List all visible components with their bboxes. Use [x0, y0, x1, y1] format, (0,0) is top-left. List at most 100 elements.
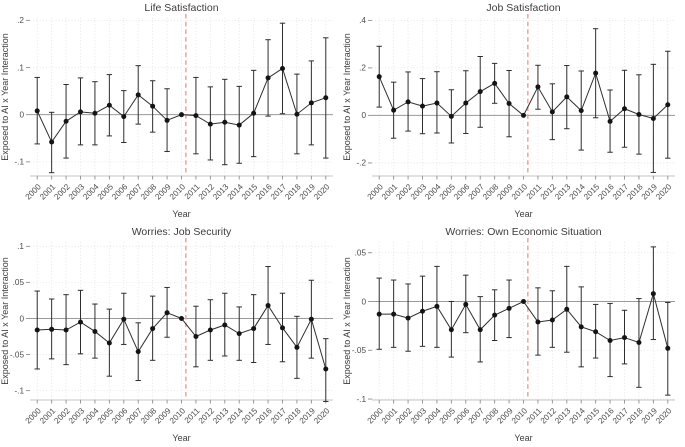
y-tick-labels: -.1 0 .1 .2	[14, 16, 24, 166]
data-point	[193, 113, 199, 119]
data-point	[434, 100, 440, 106]
data-point	[578, 324, 584, 330]
data-point	[34, 108, 40, 114]
data-point	[463, 100, 469, 106]
data-point	[280, 325, 285, 331]
worries-job-security-chart: -.1-.050.05.1200020012002200320042005200…	[0, 224, 342, 447]
data-point	[164, 310, 170, 316]
data-point	[78, 109, 83, 115]
data-point	[492, 80, 498, 86]
data-point	[434, 303, 440, 309]
data-point	[265, 302, 271, 308]
data-point	[665, 345, 671, 351]
y-tick-labels: -.1 -.05 0 .05 .1	[10, 242, 25, 395]
panel-title: Worries: Job Security	[132, 226, 232, 238]
data-point	[391, 311, 397, 317]
data-points	[376, 291, 671, 351]
y-tick-label: -.05	[10, 350, 25, 359]
panel-title: Life Satisfaction	[144, 2, 218, 14]
data-point	[506, 101, 512, 107]
tick-marks	[368, 252, 669, 404]
data-point	[78, 319, 83, 325]
data-point	[265, 75, 271, 81]
y-axis-title: Exposed to AI x Year Interaction	[0, 257, 10, 385]
data-point	[665, 102, 671, 108]
data-point	[323, 95, 329, 101]
panel-life-satisfaction: -.1 0.1.2 2000 2001 2002 2003 2004 2005 2006 2007…	[0, 0, 342, 224]
data-point	[391, 107, 397, 113]
data-point	[549, 109, 555, 115]
y-tick-label: .1	[17, 242, 24, 251]
data-point	[135, 92, 141, 98]
y-tick-label: 0	[361, 297, 366, 306]
data-point	[193, 334, 199, 340]
data-point	[535, 319, 541, 325]
data-point	[294, 111, 300, 117]
y-tick-label: -.1	[14, 158, 24, 167]
data-point	[463, 301, 469, 307]
data-point	[607, 118, 613, 124]
data-point	[106, 340, 112, 346]
y-tick-label: .2	[17, 16, 24, 25]
y-axis-title: Exposed to AI x Year Interaction	[0, 33, 10, 161]
data-point	[323, 366, 329, 372]
y-tick-label: -.1	[356, 395, 366, 404]
data-point	[506, 305, 512, 311]
data-point	[376, 311, 382, 317]
x-axis-title: Year	[514, 209, 532, 219]
y-tick-label: -.1	[14, 386, 24, 395]
error-bars	[34, 22, 329, 174]
data-point	[121, 316, 127, 322]
data-point	[376, 74, 382, 80]
data-point	[578, 108, 584, 114]
worries-own-economic-situation-chart: -.1-.050.0520002001200220032004200520062…	[342, 224, 684, 447]
tick-marks	[368, 19, 669, 180]
data-point	[448, 327, 454, 333]
y-tick-label: .2	[359, 64, 366, 73]
data-point	[405, 315, 411, 321]
y-tick-label: .05	[13, 278, 25, 287]
y-axis-title: Exposed to AI x Year Interaction	[342, 33, 352, 161]
y-tick-label: 0	[361, 111, 366, 120]
data-point	[222, 322, 228, 328]
data-point	[280, 65, 285, 71]
data-point	[179, 112, 184, 118]
data-point	[564, 94, 570, 100]
panel-worries-job-security: -.1 -.05 0.05.1 2000 2001 2002 2003 2004 2005 200…	[0, 224, 342, 447]
data-point	[607, 338, 613, 344]
panel-background	[342, 0, 684, 223]
data-point	[63, 118, 69, 124]
data-point	[521, 298, 526, 304]
data-point	[236, 122, 242, 128]
data-point	[549, 317, 555, 323]
data-point	[34, 327, 40, 333]
tick-marks	[26, 245, 327, 404]
tick-marks	[26, 19, 327, 180]
data-point	[164, 117, 170, 123]
panel-worries-own-economic-situation: -.1 -.05 0.05 2000 2001 2002 2003 2004 2005 2006 2…	[342, 224, 685, 447]
data-point	[477, 89, 483, 95]
panel-background	[0, 224, 342, 447]
data-point	[521, 112, 526, 118]
data-point	[405, 99, 411, 105]
panel-title: Worries: Own Economic Situation	[445, 226, 601, 238]
data-point	[492, 312, 498, 318]
data-point	[92, 328, 98, 334]
data-point	[650, 291, 656, 297]
x-axis-title: Year	[172, 209, 190, 219]
data-point	[236, 331, 242, 337]
y-tick-labels: -.1 -.05 0 .05	[352, 249, 367, 404]
y-tick-label: -.2	[356, 159, 366, 168]
data-point	[222, 119, 228, 125]
data-point	[49, 326, 55, 332]
data-points	[376, 70, 671, 124]
data-point	[622, 335, 627, 341]
data-point	[564, 306, 570, 312]
data-point	[135, 349, 141, 355]
y-tick-label: 0	[19, 314, 24, 323]
data-point	[179, 315, 184, 321]
data-point	[636, 339, 642, 345]
data-point	[63, 327, 69, 333]
data-point	[420, 308, 425, 314]
